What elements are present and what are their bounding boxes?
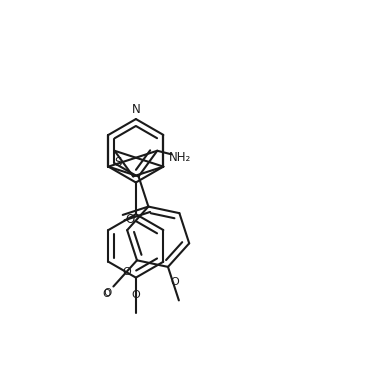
Text: O: O	[103, 288, 112, 298]
Text: NH₂: NH₂	[169, 151, 191, 164]
Text: N: N	[131, 103, 140, 116]
Text: O: O	[170, 277, 179, 287]
Text: O: O	[125, 213, 134, 226]
Text: O: O	[102, 289, 110, 299]
Text: S: S	[115, 156, 122, 169]
Text: O: O	[123, 267, 131, 277]
Text: O: O	[131, 290, 140, 300]
